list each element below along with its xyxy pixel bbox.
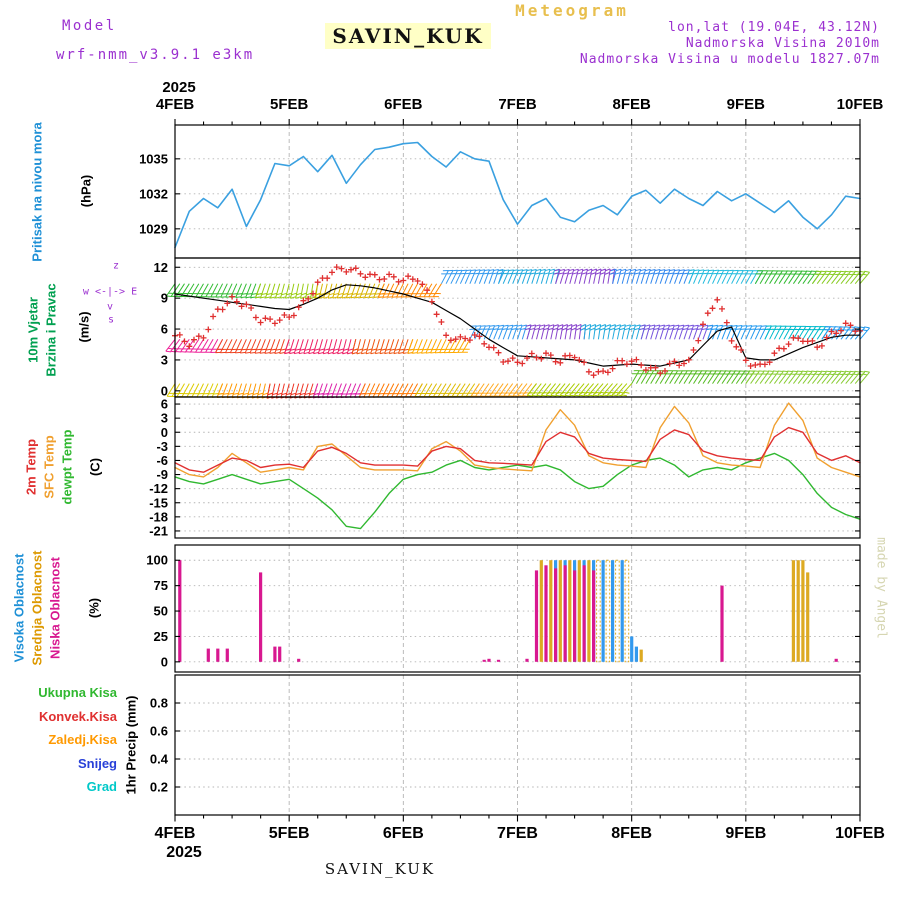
precip-legend-hail: Grad xyxy=(86,779,117,795)
cloud-high-label: Visoka Oblacnost xyxy=(11,553,27,663)
svg-text:2025: 2025 xyxy=(162,79,195,96)
svg-text:1032: 1032 xyxy=(139,186,168,201)
svg-text:10FEB: 10FEB xyxy=(835,825,885,842)
model-elevation-label: Nadmorska Visina u modelu 1827.07m xyxy=(579,52,880,67)
cloud-axis-unit: (%) xyxy=(86,597,102,619)
pressure-line xyxy=(174,141,861,249)
svg-text:-15: -15 xyxy=(149,495,168,510)
precip-legend-total: Ukupna Kisa xyxy=(38,685,117,700)
svg-text:-9: -9 xyxy=(156,467,168,482)
svg-text:0.2: 0.2 xyxy=(150,780,168,795)
wind-axis-title-2: Brzina i Pravac xyxy=(43,283,59,377)
svg-text:50: 50 xyxy=(154,604,168,619)
watermark: made by Angel xyxy=(873,537,889,639)
precip-panel xyxy=(175,675,860,815)
cloud-bars xyxy=(178,559,838,663)
svg-text:3: 3 xyxy=(161,411,168,426)
svg-text:9: 9 xyxy=(161,291,168,306)
temp-dewpt-label: dewpt Temp xyxy=(59,429,75,505)
pressure-panel xyxy=(175,125,860,258)
temp-line-1 xyxy=(174,402,861,478)
svg-text:75: 75 xyxy=(154,578,168,593)
svg-text:0: 0 xyxy=(161,425,168,440)
svg-text:8FEB: 8FEB xyxy=(611,825,652,842)
temp-line-2 xyxy=(174,452,861,530)
svg-text:6FEB: 6FEB xyxy=(384,96,423,113)
time-axis: 4FEB 4FEB 5FEB 5FEB 6FEB 6FEB 7FEB 7FEB 8FEB 8FEB… xyxy=(155,79,885,861)
svg-text:0.6: 0.6 xyxy=(150,724,168,739)
svg-text:8FEB: 8FEB xyxy=(612,96,651,113)
temp-grid xyxy=(175,397,860,538)
svg-text:7FEB: 7FEB xyxy=(498,96,537,113)
svg-text:0: 0 xyxy=(161,383,168,398)
model-name: wrf-nmm_v3.9.1 e3km xyxy=(56,47,255,63)
svg-text:25: 25 xyxy=(154,629,168,644)
compass-axis-label: w <-|-> E xyxy=(82,286,138,298)
precip-legend-convective: Konvek.Kisa xyxy=(38,708,117,724)
cloud-panel xyxy=(175,545,860,672)
svg-text:0.8: 0.8 xyxy=(150,696,168,711)
precip-grid xyxy=(175,675,860,815)
svg-text:-21: -21 xyxy=(149,523,168,538)
station-title: SAVIN_KUK xyxy=(298,23,518,49)
svg-text:1029: 1029 xyxy=(139,221,168,236)
svg-text:6FEB: 6FEB xyxy=(383,825,424,842)
svg-text:0: 0 xyxy=(161,654,168,669)
cloud-mid-label: Srednja Oblacnost xyxy=(29,550,45,666)
svg-text:10FEB: 10FEB xyxy=(837,96,884,113)
cloud-grid xyxy=(175,545,860,672)
model-label: Model xyxy=(62,18,117,34)
pressure-axis-unit: (hPa) xyxy=(78,174,94,208)
precip-legend-snow: Snijeg xyxy=(77,755,117,771)
temp-axis-unit: (C) xyxy=(87,457,103,477)
pressure-axis-title: Pritisak na nivou mora xyxy=(29,122,45,262)
cloud-low-label: Niska Oblacnost xyxy=(47,557,63,659)
temp-axes: 630-3-6-9-12-15-18-21 xyxy=(149,396,861,539)
wind-axis-title-1: 10m Vjetar xyxy=(25,297,41,363)
temp-panel xyxy=(175,397,860,538)
svg-text:-6: -6 xyxy=(156,453,168,468)
compass-south-label: s xyxy=(107,314,115,326)
svg-text:9FEB: 9FEB xyxy=(725,825,766,842)
temp-line-0 xyxy=(174,426,861,473)
precip-legend-freezing: Zaledj.Kisa xyxy=(48,732,117,748)
svg-text:2025: 2025 xyxy=(166,844,202,861)
cloud-axes: 0 25 50 75 100 xyxy=(146,544,861,673)
wind-axis-unit: (m/s) xyxy=(76,311,92,343)
svg-text:9FEB: 9FEB xyxy=(727,96,766,113)
compass-down-arrow: v xyxy=(106,301,114,313)
header-right-info: lon,lat (19.04E, 43.12N) Nadmorska Visin… xyxy=(580,20,880,68)
precip-axes: 0.2 0.4 0.6 0.8 xyxy=(150,674,861,816)
pressure-grid xyxy=(175,125,860,258)
svg-text:4FEB: 4FEB xyxy=(155,825,196,842)
svg-text:0.4: 0.4 xyxy=(150,752,169,767)
svg-text:7FEB: 7FEB xyxy=(497,825,538,842)
temp-2m-label: 2m Temp xyxy=(23,438,39,496)
svg-text:-18: -18 xyxy=(149,509,168,524)
svg-text:3: 3 xyxy=(161,352,168,367)
lonlat-label: lon,lat (19.04E, 43.12N) xyxy=(668,20,880,35)
elevation-label: Nadmorska Visina 2010m xyxy=(685,36,880,51)
compass-north-label: z xyxy=(112,260,120,272)
app-title: Meteogram xyxy=(515,1,629,20)
svg-text:6: 6 xyxy=(161,322,168,337)
precip-legend: Ukupna Kisa Konvek.Kisa Zaledj.Kisa Snij… xyxy=(0,681,117,799)
station-title-text: SAVIN_KUK xyxy=(325,23,491,49)
svg-text:5FEB: 5FEB xyxy=(269,825,310,842)
svg-text:1035: 1035 xyxy=(139,151,168,166)
svg-text:4FEB: 4FEB xyxy=(156,96,195,113)
temp-sfc-label: SFC Temp xyxy=(41,435,57,499)
svg-text:5FEB: 5FEB xyxy=(270,96,309,113)
svg-text:6: 6 xyxy=(161,397,168,412)
wind-panel xyxy=(175,258,860,397)
precip-axis-unit: 1hr Precip (mm) xyxy=(123,695,139,795)
svg-text:12: 12 xyxy=(154,260,168,275)
svg-text:-12: -12 xyxy=(149,481,168,496)
svg-text:100: 100 xyxy=(146,553,168,568)
footer-station-title: SAVIN_KUK xyxy=(324,860,436,878)
svg-text:-3: -3 xyxy=(156,439,168,454)
